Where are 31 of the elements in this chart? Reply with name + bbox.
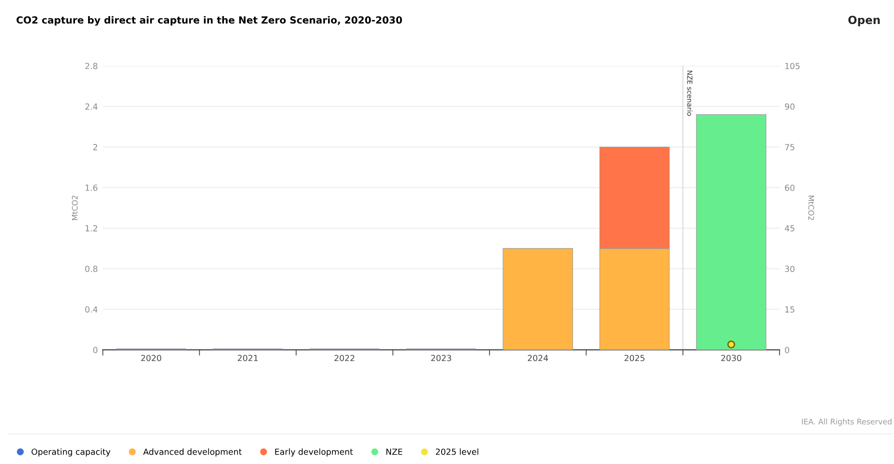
y2-tick-label: 0 — [784, 346, 790, 354]
y-tick-label: 2 — [93, 144, 98, 150]
y-tick-label: 1.6 — [86, 184, 98, 191]
y-tick-label: 0 — [93, 346, 98, 354]
x-tick-label: 2025 — [624, 354, 644, 362]
chart-title: CO2 capture by direct air capture in the Net Zero Scenario, 2020-2030 — [16, 16, 402, 26]
y2-tick-label: 90 — [784, 103, 794, 110]
legend-label: Early development — [275, 448, 353, 456]
y2-tick-label: 45 — [784, 225, 794, 232]
y2-tick-label: 30 — [785, 266, 794, 272]
x-tick-label: 2020 — [141, 354, 162, 362]
y-tick-label: 2.8 — [85, 62, 98, 70]
legend-label: 2025 level — [436, 448, 478, 455]
y-tick-label: 1.2 — [86, 225, 98, 232]
x-tick-label: 2024 — [528, 354, 548, 362]
y-tick-label: 2.4 — [85, 103, 98, 110]
y2-tick-label: 15 — [785, 306, 794, 313]
y2-tick-label: 60 — [785, 184, 794, 191]
text: Open — [848, 16, 880, 26]
y2-tick-label: 105 — [785, 62, 800, 70]
bar — [502, 248, 573, 350]
legend-label: Advanced development — [143, 448, 242, 456]
x-tick-label: 2023 — [431, 354, 452, 362]
legend-label: NZE — [386, 448, 402, 455]
y-tick-label: 0.8 — [85, 266, 98, 272]
y-tick-label: 0.4 — [85, 306, 98, 313]
legend-label: Operating capacity — [32, 448, 110, 456]
y2-tick-label: 75 — [785, 144, 794, 150]
x-tick-label: 2021 — [238, 354, 258, 362]
x-tick-label: 2030 — [721, 354, 742, 362]
x-tick-label: 2022 — [334, 354, 354, 362]
